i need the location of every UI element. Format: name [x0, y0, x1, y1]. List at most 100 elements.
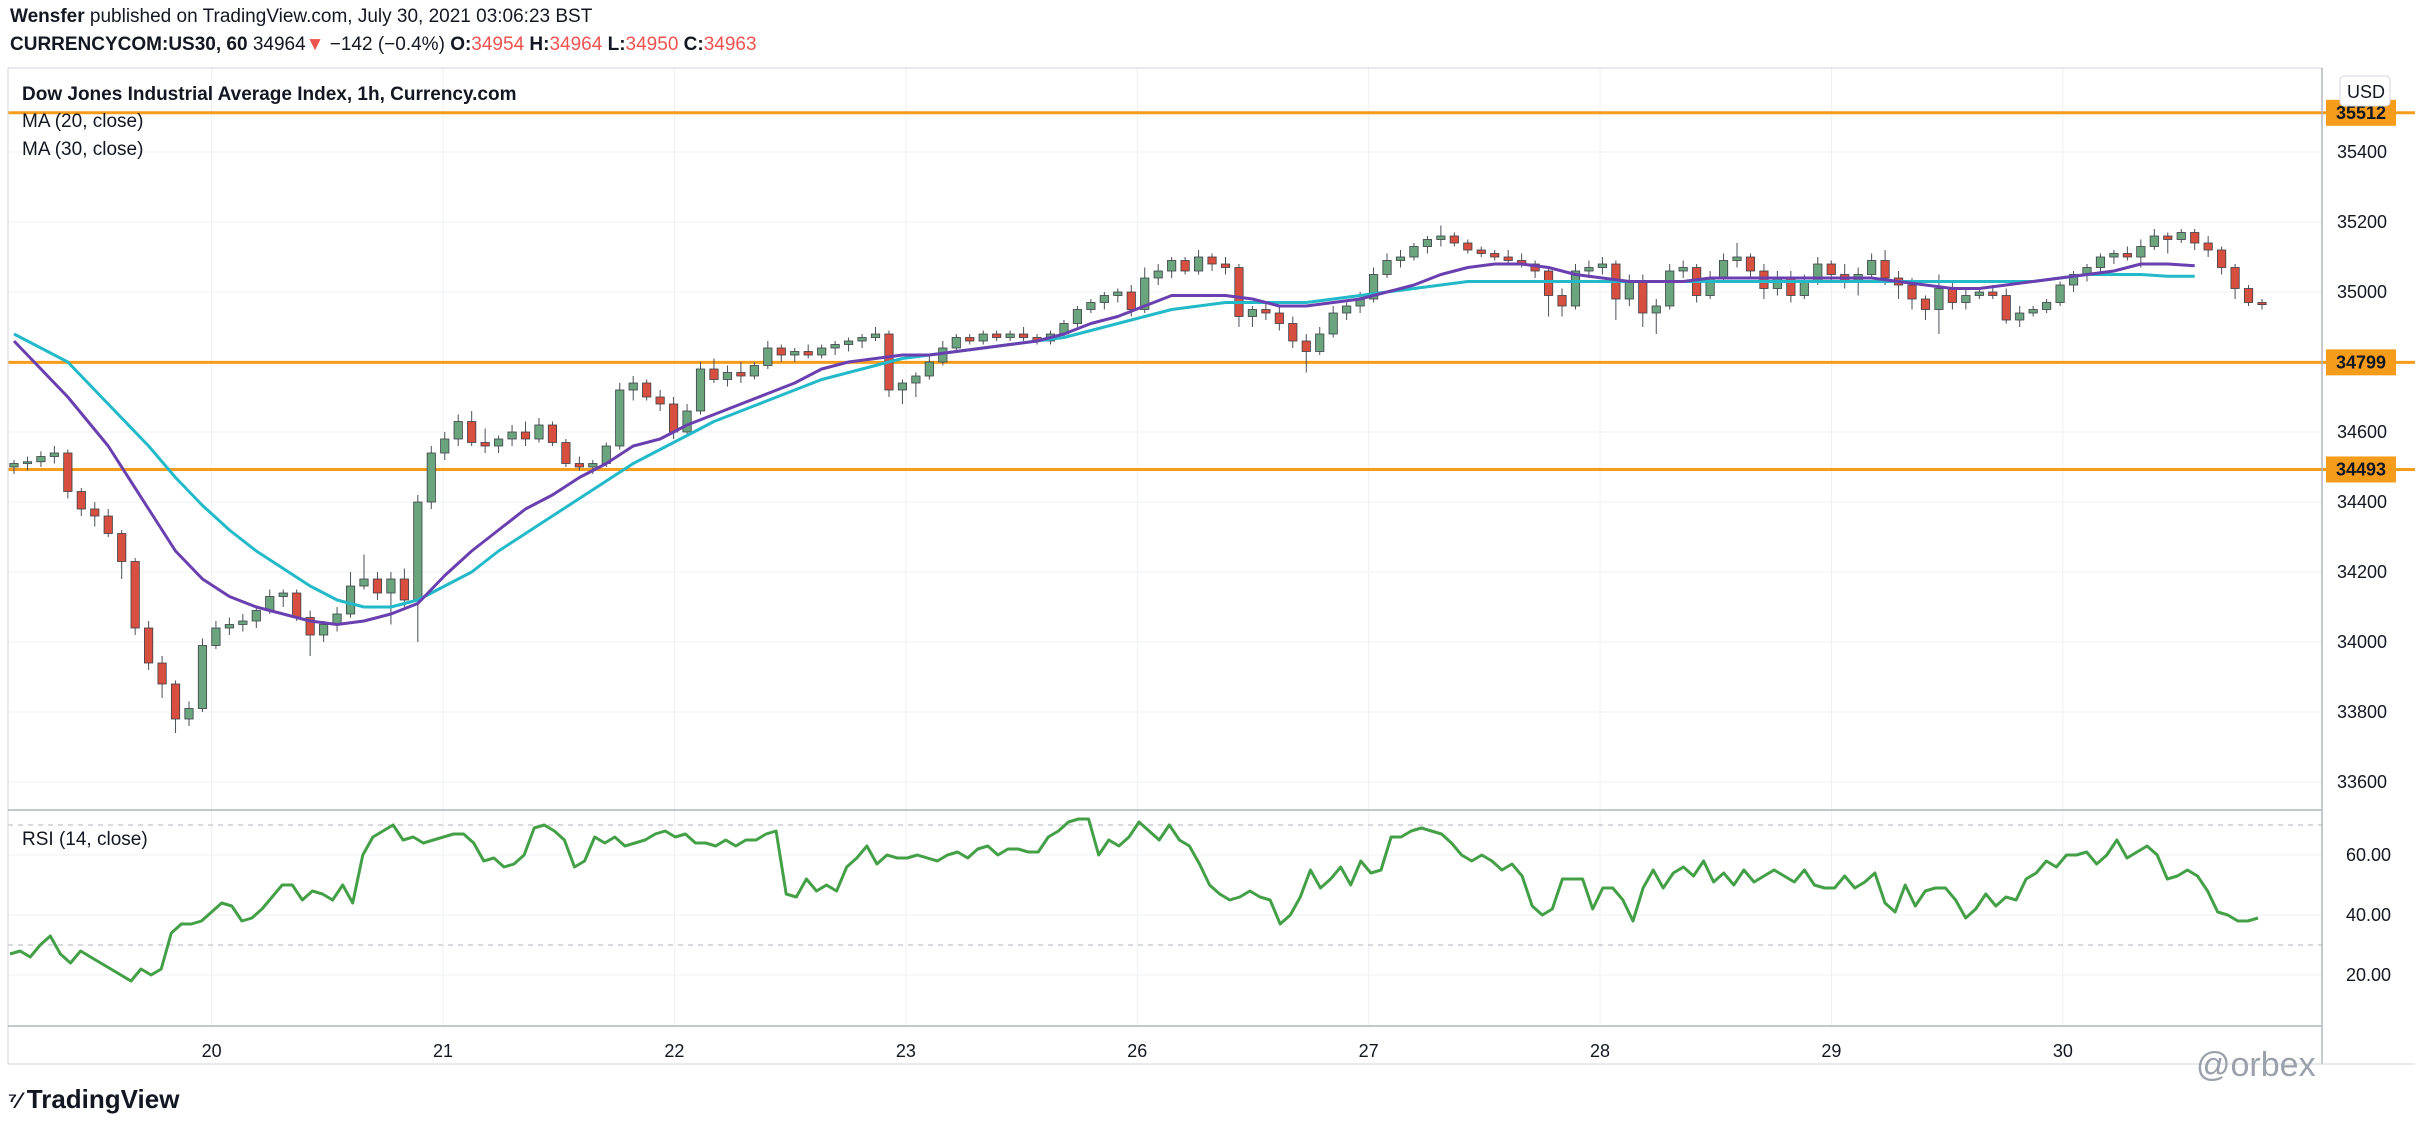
- candle[interactable]: [2243, 285, 2254, 306]
- candle[interactable]: [736, 362, 746, 383]
- candle[interactable]: [345, 572, 356, 618]
- candle[interactable]: [1786, 271, 1796, 303]
- candle[interactable]: [1167, 257, 1177, 278]
- candle[interactable]: [2217, 246, 2227, 275]
- candle[interactable]: [1678, 260, 1688, 279]
- candle[interactable]: [1019, 327, 1029, 341]
- candle[interactable]: [130, 558, 140, 635]
- candle[interactable]: [480, 428, 490, 454]
- candle[interactable]: [1503, 250, 1513, 264]
- candle[interactable]: [803, 344, 813, 359]
- candle[interactable]: [561, 439, 571, 467]
- candle[interactable]: [440, 432, 450, 460]
- candle[interactable]: [426, 446, 436, 509]
- candle[interactable]: [2122, 246, 2132, 261]
- candle[interactable]: [1288, 316, 1298, 349]
- candle[interactable]: [776, 344, 786, 363]
- candle[interactable]: [2015, 306, 2025, 327]
- candle[interactable]: [453, 414, 463, 447]
- author-name[interactable]: Wensfer: [10, 6, 85, 27]
- candlestick-series[interactable]: [9, 225, 2267, 734]
- candle[interactable]: [9, 460, 19, 474]
- candle[interactable]: [1732, 243, 1742, 268]
- candle[interactable]: [63, 449, 73, 499]
- candle[interactable]: [359, 554, 369, 590]
- candle[interactable]: [830, 341, 840, 355]
- candle[interactable]: [790, 348, 800, 362]
- candle[interactable]: [157, 656, 167, 698]
- candle[interactable]: [1597, 257, 1607, 275]
- candle[interactable]: [170, 680, 181, 734]
- candle[interactable]: [386, 572, 396, 625]
- candle[interactable]: [1557, 288, 1567, 317]
- time-axis[interactable]: 20 21 22 23 26 27 28 29 30: [202, 1041, 2073, 1061]
- candle[interactable]: [1328, 306, 1338, 338]
- candle[interactable]: [76, 488, 86, 516]
- candle[interactable]: [2028, 306, 2038, 317]
- candle[interactable]: [1274, 306, 1284, 331]
- candle[interactable]: [1422, 236, 1432, 254]
- candle[interactable]: [763, 341, 773, 369]
- candle[interactable]: [1382, 253, 1392, 279]
- candle[interactable]: [2055, 281, 2065, 307]
- candle[interactable]: [90, 502, 100, 527]
- candle[interactable]: [238, 614, 248, 632]
- currency-badge[interactable]: USD: [2339, 75, 2391, 107]
- candle[interactable]: [1153, 264, 1163, 285]
- candle[interactable]: [36, 451, 46, 467]
- candle[interactable]: [1449, 232, 1459, 247]
- candle[interactable]: [1961, 288, 1971, 310]
- candle[interactable]: [1867, 253, 1877, 279]
- candle[interactable]: [2257, 299, 2267, 310]
- candle[interactable]: [494, 435, 504, 454]
- candle[interactable]: [1840, 264, 1850, 289]
- candle[interactable]: [1651, 299, 1661, 334]
- candle[interactable]: [534, 418, 544, 443]
- candle[interactable]: [951, 334, 961, 352]
- candle[interactable]: [1745, 253, 1756, 279]
- candle[interactable]: [117, 530, 127, 579]
- candle[interactable]: [251, 607, 261, 628]
- candle[interactable]: [1234, 264, 1244, 327]
- candle[interactable]: [1934, 274, 1944, 335]
- price-axis[interactable]: 3360033800340003420034400346003480035000…: [2326, 99, 2396, 985]
- tradingview-brand[interactable]: ⁷⁄ TradingView: [8, 1084, 179, 1115]
- candle[interactable]: [1315, 327, 1325, 355]
- candle[interactable]: [1624, 274, 1634, 307]
- candle[interactable]: [2042, 299, 2052, 313]
- candle[interactable]: [1920, 295, 1931, 321]
- candle[interactable]: [2109, 250, 2119, 264]
- candle[interactable]: [2068, 271, 2079, 292]
- candle[interactable]: [1893, 271, 1904, 299]
- candle[interactable]: [2176, 229, 2186, 243]
- candle[interactable]: [897, 379, 908, 405]
- candle[interactable]: [1570, 264, 1581, 310]
- candle[interactable]: [22, 456, 33, 471]
- candle[interactable]: [655, 390, 665, 411]
- candle[interactable]: [1247, 306, 1257, 327]
- candle[interactable]: [2149, 229, 2159, 250]
- candle[interactable]: [978, 330, 988, 345]
- candle[interactable]: [197, 638, 208, 713]
- candle[interactable]: [1947, 281, 1957, 310]
- candle[interactable]: [1261, 302, 1271, 321]
- candle[interactable]: [2095, 253, 2106, 275]
- candle[interactable]: [1207, 253, 1217, 272]
- candle[interactable]: [1220, 257, 1231, 275]
- candle[interactable]: [184, 701, 194, 727]
- candle[interactable]: [1490, 250, 1500, 261]
- candle[interactable]: [857, 334, 867, 348]
- candle[interactable]: [211, 621, 221, 649]
- candle[interactable]: [695, 362, 706, 415]
- candle[interactable]: [1463, 239, 1473, 254]
- candle[interactable]: [144, 621, 154, 670]
- candle[interactable]: [2203, 236, 2213, 257]
- candle[interactable]: [911, 372, 921, 398]
- candle[interactable]: [1665, 264, 1675, 310]
- candle[interactable]: [319, 621, 329, 642]
- candle[interactable]: [722, 365, 733, 387]
- candle[interactable]: [2230, 264, 2240, 299]
- candle[interactable]: [224, 617, 234, 636]
- candle[interactable]: [1436, 225, 1446, 247]
